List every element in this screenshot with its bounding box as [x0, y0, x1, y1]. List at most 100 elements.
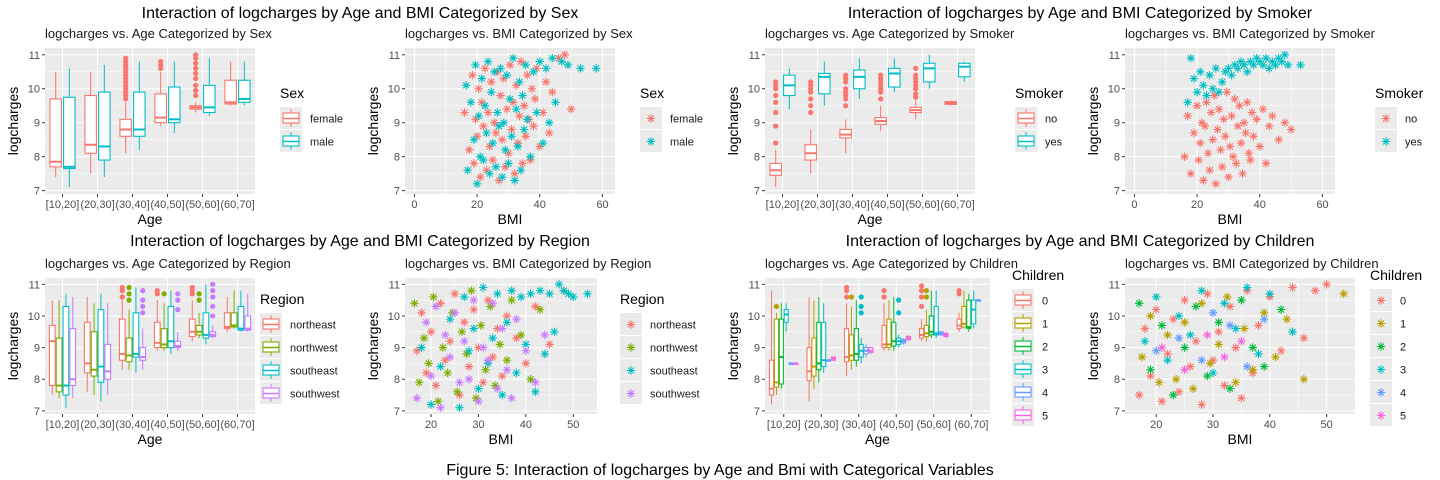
box-outlier: [193, 52, 199, 58]
y-tick-label: 11: [749, 50, 760, 62]
scatter-point: [476, 172, 485, 182]
y-tick-label: 11: [1109, 279, 1120, 291]
scatter-point: [1248, 365, 1257, 374]
y-tick-label: 11: [1109, 50, 1120, 62]
group-title-children: Interaction of logcharges by Age and BMI…: [846, 233, 1315, 250]
legend-label: male: [310, 137, 334, 149]
scatter-point: [1264, 121, 1274, 131]
scatter-point: [1191, 302, 1201, 311]
scatter-point: [1210, 91, 1219, 100]
scatter-point: [1381, 114, 1391, 123]
scatter-point: [505, 94, 515, 104]
box-outlier: [858, 294, 864, 300]
y-tick-label: 9: [394, 118, 400, 130]
subplot-title: logcharges vs. BMI Categorized by Region: [405, 256, 651, 271]
scatter-point: [1203, 289, 1212, 299]
y-tick-label: 7: [34, 406, 40, 418]
scatter-point: [426, 371, 436, 381]
scatter-point: [1339, 289, 1348, 299]
box-body: [174, 340, 182, 349]
scatter-point: [548, 53, 557, 63]
scatter-point: [1225, 302, 1235, 311]
x-axis-label: BMI: [1228, 431, 1253, 447]
scatter-point: [485, 169, 494, 178]
scatter-point: [1268, 111, 1277, 121]
x-tick-label: (20,30]: [804, 419, 838, 431]
scatter-point: [466, 98, 476, 107]
x-tick-label: 20: [1191, 199, 1203, 211]
x-tick-label: 20: [1150, 419, 1162, 431]
scatter-point: [1271, 60, 1280, 70]
y-tick-label: 10: [1108, 84, 1120, 96]
scatter-point: [474, 111, 483, 121]
box-outlier: [193, 87, 199, 94]
x-tick-label: 40: [1264, 419, 1276, 431]
scatter-point: [474, 384, 483, 393]
x-tick-label: (50,60]: [905, 199, 939, 211]
y-tick-label: 9: [1114, 343, 1120, 355]
scatter-point: [497, 172, 507, 182]
x-tick-label: [10,20]: [767, 419, 801, 431]
scatter-point: [1211, 64, 1221, 73]
box-body: [778, 318, 784, 385]
x-tick-label: 40: [1254, 199, 1266, 211]
scatter-point: [576, 64, 585, 73]
scatter-point: [490, 381, 500, 390]
scatter-point: [488, 138, 497, 148]
scatter-point: [455, 403, 464, 412]
scatter-point: [1280, 118, 1290, 127]
y-axis-label: logcharges: [365, 87, 381, 156]
box-body: [773, 318, 780, 388]
box-body: [63, 96, 76, 170]
scatter-point: [1224, 172, 1233, 182]
box-body: [768, 359, 775, 396]
scatter-point: [1231, 324, 1240, 333]
subplot-title: logcharges vs. Age Categorized by Region: [45, 256, 291, 271]
scatter-point: [429, 292, 438, 302]
legend-label: northwest: [290, 343, 338, 355]
scatter-point: [512, 104, 521, 114]
box-outlier: [210, 281, 216, 287]
scatter-point: [1211, 179, 1221, 189]
scatter-point: [493, 324, 502, 333]
scatter-point: [1186, 53, 1196, 63]
box-outlier: [843, 86, 849, 92]
y-tick-label: 11: [29, 50, 40, 62]
scatter-point: [1252, 53, 1261, 63]
box-outlier: [773, 140, 779, 146]
y-tick-label: 7: [34, 186, 40, 198]
panel-background: [45, 278, 255, 414]
scatter-point: [591, 64, 601, 73]
figure-caption: Figure 5: Interaction of logcharges by A…: [446, 462, 994, 479]
scatter-point: [460, 108, 469, 117]
scatter-point: [480, 101, 490, 110]
legend-label: 1: [1400, 319, 1406, 331]
scatter-point: [479, 343, 488, 352]
y-tick-label: 7: [394, 186, 400, 198]
scatter-point: [544, 118, 554, 127]
scatter-point: [426, 327, 436, 336]
scatter-point: [471, 60, 480, 70]
scatter-point: [490, 118, 499, 127]
y-axis-label: logcharges: [1085, 87, 1101, 156]
scatter-point: [1157, 321, 1167, 330]
box-outlier: [210, 313, 216, 319]
scatter-point: [1227, 70, 1236, 80]
legend-label: 4: [1400, 388, 1406, 400]
scatter-point: [1241, 128, 1250, 138]
scatter-point: [1221, 132, 1230, 141]
box-outlier: [175, 297, 181, 303]
box-body: [816, 321, 822, 371]
scatter-point: [1140, 324, 1150, 333]
scatter-point: [530, 94, 540, 104]
scatter-point: [457, 327, 467, 336]
scatter-point: [1247, 108, 1257, 117]
scatter-point: [1236, 138, 1246, 148]
box-body: [203, 84, 216, 114]
box-outlier: [210, 294, 216, 300]
scatter-point: [419, 333, 429, 343]
x-tick-label: 20: [471, 199, 483, 211]
scatter-point: [529, 67, 538, 76]
box-body: [971, 299, 977, 325]
scatter-point: [1280, 50, 1290, 59]
